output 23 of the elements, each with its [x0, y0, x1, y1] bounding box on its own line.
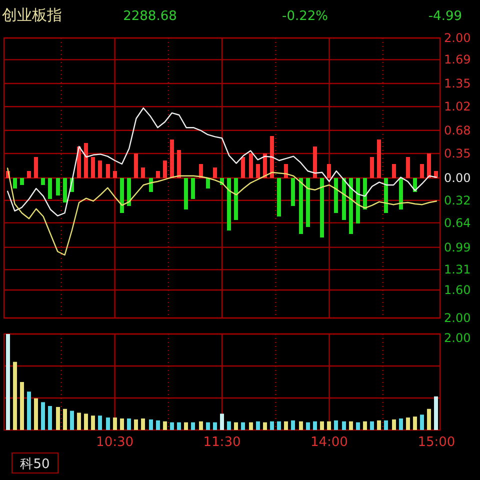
title: 创业板指: [2, 6, 62, 24]
ytick: 0.32: [444, 193, 471, 208]
xtick: 15:00: [418, 435, 456, 450]
ytick: 1.69: [444, 52, 471, 67]
ytick: 1.31: [444, 262, 471, 277]
ytick: 0.35: [444, 146, 471, 160]
ytick: 1.35: [444, 76, 471, 90]
xtick: 11:30: [203, 435, 241, 450]
annotation: 2288.68: [123, 9, 177, 24]
annotation: 2.00: [444, 331, 471, 345]
ytick: 1.60: [444, 283, 471, 297]
ytick: 1.02: [444, 100, 471, 114]
ytick: 2.00: [444, 311, 471, 325]
annotation: 科50: [20, 457, 50, 472]
ytick: 0.68: [444, 123, 471, 138]
ytick: 0.00: [444, 171, 471, 185]
ytick: 0.64: [444, 216, 471, 230]
xtick: 14:00: [310, 435, 348, 450]
xtick: 10:30: [96, 435, 134, 450]
annotation: -0.22%: [282, 9, 328, 24]
ytick: 0.99: [444, 240, 471, 254]
annotation: -4.99: [428, 9, 462, 24]
ytick: 2.00: [444, 31, 471, 45]
